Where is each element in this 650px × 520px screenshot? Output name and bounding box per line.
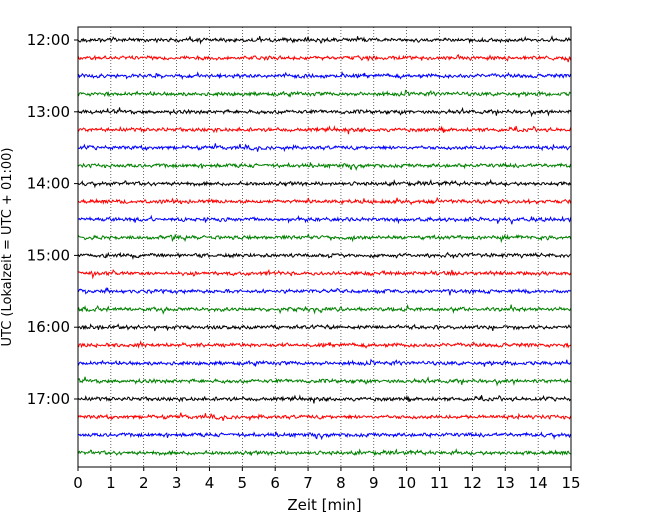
x-tick-label-1: 1 [106, 474, 116, 492]
x-tick-label-11: 11 [430, 474, 449, 492]
trace-1430 [77, 214, 572, 225]
trace-1400 [77, 178, 572, 189]
trace-1200 [77, 35, 572, 45]
x-tick-label-9: 9 [369, 474, 379, 492]
trace-1700 [77, 394, 572, 404]
trace-1745 [77, 448, 572, 457]
trace-1600 [77, 323, 572, 332]
y-axis-label: UTC (Lokalzeit = UTC + 01:00) [0, 148, 15, 347]
trace-1545 [77, 303, 572, 315]
trace-1500 [77, 251, 572, 261]
y-tick-label-13:00: 13:00 [27, 103, 70, 121]
trace-1445 [77, 233, 572, 244]
x-axis: 0 1 2 3 4 5 6 7 8 9 10 11 12 13 14 15 [73, 467, 581, 492]
x-tick-label-7: 7 [303, 474, 313, 492]
x-axis-label: Zeit [min] [287, 496, 361, 514]
trace-1345 [77, 162, 572, 171]
x-tick-label-0: 0 [73, 474, 83, 492]
trace-1615 [77, 340, 572, 349]
x-tick-label-8: 8 [336, 474, 346, 492]
x-tick-label-4: 4 [205, 474, 215, 492]
y-tick-label-17:00: 17:00 [27, 390, 70, 408]
trace-1315 [77, 125, 572, 135]
trace-1230 [77, 70, 572, 81]
y-tick-label-15:00: 15:00 [27, 246, 70, 264]
plot-frame [77, 26, 572, 468]
y-tick-label-12:00: 12:00 [27, 31, 70, 49]
trace-lines [77, 35, 572, 457]
trace-1245 [77, 89, 572, 98]
x-tick-label-10: 10 [397, 474, 416, 492]
trace-1415 [77, 196, 572, 206]
x-tick-label-13: 13 [496, 474, 515, 492]
x-tick-label-6: 6 [270, 474, 280, 492]
trace-1215 [77, 53, 572, 63]
x-tick-label-5: 5 [238, 474, 248, 492]
y-axis: 12:00 13:00 14:00 15:00 16:00 17:00 [27, 31, 78, 408]
trace-1330 [77, 143, 572, 153]
y-tick-label-16:00: 16:00 [27, 318, 70, 336]
x-tick-label-3: 3 [172, 474, 182, 492]
trace-1515 [77, 268, 572, 280]
trace-1645 [77, 376, 572, 387]
y-tick-label-14:00: 14:00 [27, 175, 70, 193]
x-tick-label-15: 15 [561, 474, 580, 492]
x-tick-label-12: 12 [463, 474, 482, 492]
x-tick-label-2: 2 [139, 474, 149, 492]
trace-1715 [77, 412, 572, 422]
x-tick-label-14: 14 [529, 474, 548, 492]
trace-1630 [77, 358, 572, 367]
trace-1300 [77, 106, 572, 118]
grid-lines [110, 27, 539, 467]
trace-1730 [77, 431, 572, 441]
trace-1530 [77, 287, 572, 296]
